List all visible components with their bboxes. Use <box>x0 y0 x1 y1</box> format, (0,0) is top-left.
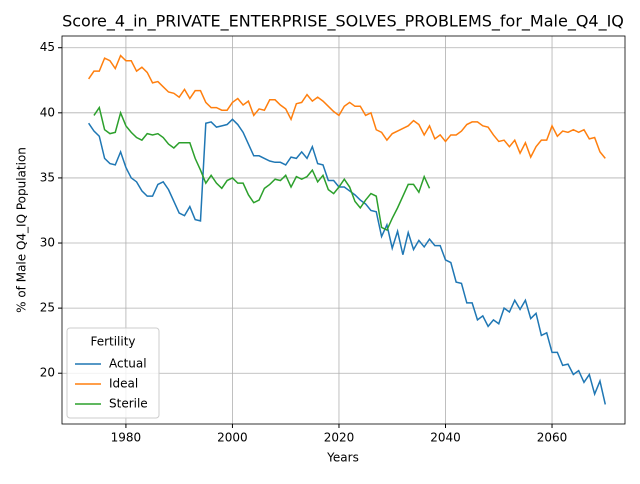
x-tick-label: 2040 <box>430 431 461 445</box>
line-series <box>93 105 431 232</box>
y-tick-label: 45 <box>40 40 55 54</box>
legend-title: Fertility <box>90 335 135 349</box>
y-tick-label: 20 <box>40 366 55 380</box>
y-tick-label: 40 <box>40 105 55 119</box>
chart-title: Score_4_in_PRIVATE_ENTERPRISE_SOLVES_PRO… <box>62 12 624 32</box>
x-tick-label: 2020 <box>324 431 355 445</box>
plot-frame <box>61 35 626 425</box>
x-axis-label: Years <box>326 451 359 465</box>
y-tick-label: 35 <box>40 170 55 184</box>
legend-box <box>66 327 160 419</box>
x-tick-label: 2060 <box>537 431 568 445</box>
x-tick-label: 2000 <box>217 431 248 445</box>
legend-label: Actual <box>109 357 147 371</box>
x-tick-label: 1980 <box>111 431 142 445</box>
line-series <box>88 118 607 405</box>
y-tick-label: 30 <box>40 236 55 250</box>
line-series <box>88 54 606 159</box>
y-axis-label: % of Male Q4_IQ Population <box>15 147 29 313</box>
y-tick-label: 25 <box>40 301 55 315</box>
legend-label: Sterile <box>109 397 148 411</box>
legend-label: Ideal <box>109 377 138 391</box>
